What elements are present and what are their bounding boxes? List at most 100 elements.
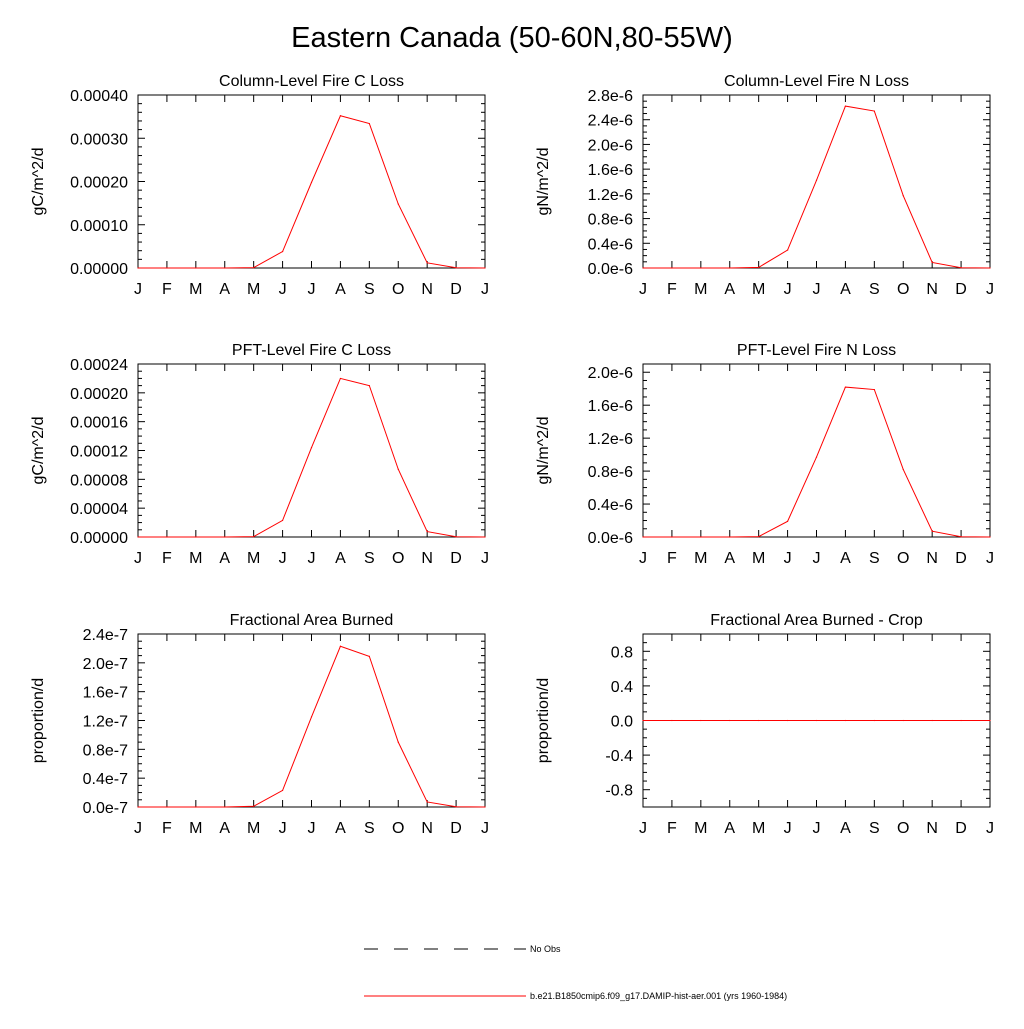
x-tick-label: O xyxy=(392,281,404,298)
y-axis-label: gN/m^2/d xyxy=(535,148,552,216)
x-tick-label: J xyxy=(813,281,821,298)
data-point xyxy=(484,267,486,269)
x-tick-label: J xyxy=(279,820,287,837)
data-point xyxy=(729,719,731,722)
data-point xyxy=(815,179,818,181)
series-line xyxy=(643,105,991,269)
data-point xyxy=(729,267,731,269)
x-tick-label: M xyxy=(189,820,202,837)
x-tick-label: M xyxy=(752,281,765,298)
x-tick-label: N xyxy=(421,550,433,567)
y-tick-label: 2.0e-6 xyxy=(588,137,633,154)
plot-frame xyxy=(137,633,486,808)
y-tick-label: -0.4 xyxy=(605,748,633,765)
x-tick-label: D xyxy=(450,550,462,567)
y-tick-label: 0.8 xyxy=(611,644,633,661)
x-tick-label: S xyxy=(364,281,375,298)
x-tick-label: J xyxy=(481,281,489,298)
y-tick-label: 1.2e-6 xyxy=(588,431,633,448)
y-tick-label: 0.4e-6 xyxy=(588,236,633,253)
x-tick-label: J xyxy=(986,281,994,298)
data-point xyxy=(844,105,847,107)
data-point xyxy=(844,719,847,722)
data-point xyxy=(786,520,789,522)
data-point xyxy=(455,806,457,808)
data-point xyxy=(397,203,399,205)
figure-title: Eastern Canada (50-60N,80-55W) xyxy=(291,22,733,54)
x-tick-label: S xyxy=(869,550,880,567)
x-tick-label: A xyxy=(724,550,735,567)
data-point xyxy=(960,536,962,538)
x-tick-label: J xyxy=(308,820,316,837)
x-tick-label: A xyxy=(219,281,230,298)
y-tick-label: 0.00010 xyxy=(70,218,128,235)
x-tick-label: M xyxy=(694,820,707,837)
data-point xyxy=(873,388,875,391)
x-tick-label: M xyxy=(694,281,707,298)
y-tick-label: -0.8 xyxy=(605,783,633,800)
x-tick-label: J xyxy=(134,820,142,837)
legend-item: No Obs xyxy=(364,944,561,954)
y-axis-label: gC/m^2/d xyxy=(30,417,47,485)
x-tick-label: N xyxy=(926,550,938,567)
data-point xyxy=(844,386,847,388)
x-tick-label: N xyxy=(421,281,433,298)
chart-title: Fractional Area Burned xyxy=(230,612,394,629)
series-line xyxy=(138,115,486,269)
x-tick-label: D xyxy=(955,281,967,298)
x-tick-label: D xyxy=(955,820,967,837)
data-point xyxy=(873,110,875,112)
data-point xyxy=(368,385,370,387)
y-tick-label: 0.00000 xyxy=(70,530,128,547)
data-point xyxy=(815,456,818,458)
data-point xyxy=(960,719,962,722)
data-point xyxy=(195,267,197,269)
data-point xyxy=(281,250,284,253)
data-point xyxy=(339,377,342,380)
x-tick-label: J xyxy=(308,281,316,298)
data-point xyxy=(310,181,313,183)
x-tick-label: O xyxy=(392,550,404,567)
y-tick-label: 0.8e-6 xyxy=(588,464,633,481)
series-line xyxy=(643,386,991,538)
y-tick-label: 0.8e-7 xyxy=(83,742,128,759)
y-tick-label: 2.0e-7 xyxy=(83,656,128,673)
data-point xyxy=(426,801,428,803)
x-tick-label: J xyxy=(481,820,489,837)
data-point xyxy=(455,267,457,269)
data-point xyxy=(224,806,226,808)
data-point xyxy=(484,536,486,538)
data-point xyxy=(224,267,226,269)
data-point xyxy=(873,719,875,722)
data-point xyxy=(339,115,342,117)
x-tick-label: J xyxy=(986,550,994,567)
y-tick-label: 0.4e-6 xyxy=(588,497,633,514)
legend-item: b.e21.B1850cmip6.f09_g17.DAMIP-hist-aer.… xyxy=(364,991,787,1001)
data-point xyxy=(397,468,399,470)
data-point xyxy=(253,536,255,538)
y-tick-label: 1.2e-6 xyxy=(588,187,633,204)
x-tick-label: F xyxy=(162,550,172,567)
data-point xyxy=(815,719,818,722)
x-tick-label: O xyxy=(392,820,404,837)
data-point xyxy=(902,468,904,471)
x-tick-label: J xyxy=(639,281,647,298)
x-tick-label: M xyxy=(247,281,260,298)
data-point xyxy=(642,267,644,269)
x-tick-label: J xyxy=(784,820,792,837)
x-tick-label: D xyxy=(450,820,462,837)
data-point xyxy=(758,266,760,268)
x-tick-label: S xyxy=(869,281,880,298)
x-tick-label: M xyxy=(247,550,260,567)
y-tick-label: 2.8e-6 xyxy=(588,88,633,105)
y-tick-label: 0.00012 xyxy=(70,444,128,461)
x-tick-label: M xyxy=(189,550,202,567)
y-tick-label: 0.00000 xyxy=(70,261,128,278)
data-point xyxy=(166,536,168,538)
series-line xyxy=(138,645,486,808)
legend-label: b.e21.B1850cmip6.f09_g17.DAMIP-hist-aer.… xyxy=(530,991,787,1001)
series-line xyxy=(138,377,486,538)
x-tick-label: J xyxy=(639,820,647,837)
